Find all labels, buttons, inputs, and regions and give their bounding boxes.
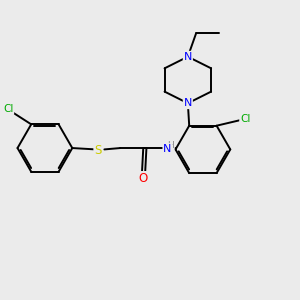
Text: Cl: Cl	[3, 104, 13, 114]
Text: N: N	[164, 144, 172, 154]
Text: N: N	[184, 52, 192, 62]
Text: H: H	[167, 141, 174, 150]
Text: N: N	[184, 98, 192, 108]
Text: S: S	[94, 144, 102, 157]
Text: O: O	[139, 172, 148, 185]
Text: Cl: Cl	[240, 114, 250, 124]
